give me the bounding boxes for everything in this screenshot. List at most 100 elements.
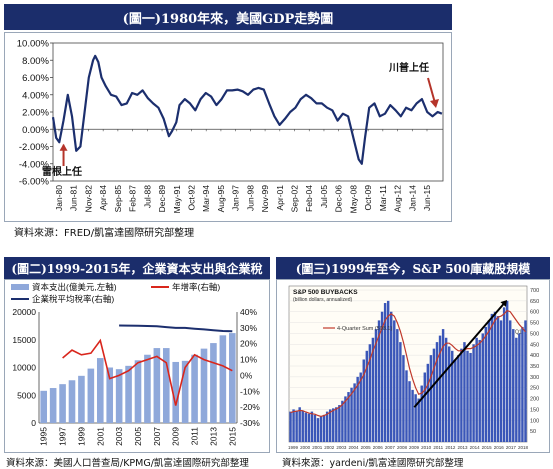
buyback-bar (521, 326, 524, 442)
y-tick-label: 250 (530, 386, 539, 392)
buyback-bar (347, 392, 350, 442)
gdp-line-chart: 10.00% 8.00% 6.00% 4.00% 2.00% 0.00% -2.00% -4.… (17, 39, 444, 214)
x-tick-label: 2018 (518, 445, 529, 450)
y-right-tick-label: 0% (240, 370, 253, 380)
x-tick-label: 2008 (397, 445, 408, 450)
buyback-bar (457, 355, 460, 442)
chart1-panel: 10.00% 8.00% 6.00% 4.00% 2.00% 0.00% -2.00% -4.… (4, 32, 452, 222)
buyback-bar (499, 320, 503, 442)
buyback-bar (508, 320, 512, 442)
x-tick-label: 2017 (506, 445, 517, 450)
y-right-tick-label: -20% (240, 402, 260, 412)
x-tick-label: 2013 (208, 427, 218, 446)
buyback-bar (301, 410, 304, 442)
y-left-tick-label: 10000 (12, 363, 36, 373)
buyback-bar (292, 409, 295, 442)
x-tick-label: Jan-14 (407, 185, 417, 211)
buyback-bar (441, 329, 445, 442)
buyback-bar (481, 333, 484, 442)
y-tick-label: 700 (530, 288, 539, 294)
y-tick-label: 200 (530, 397, 539, 403)
x-tick-label: 2014 (470, 445, 481, 450)
chart3-title: (圖三)1999年至今，S&P 500庫藏股規模 (276, 257, 550, 279)
buyback-bar (350, 387, 353, 442)
y-tick-label: 2.00% (22, 108, 49, 119)
x-tick-label: 1999 (76, 427, 86, 446)
buyback-bar (310, 411, 314, 442)
x-tick-label: Mar-94 (201, 185, 211, 212)
legend-label-taxrate: 企業稅平均稅率(右軸) (32, 294, 114, 304)
y-tick-label: 150 (530, 407, 539, 413)
y-tick-label: -6.00% (19, 177, 50, 188)
capex-bar (219, 335, 227, 423)
x-tick-label: 2002 (324, 445, 335, 450)
x-tick-label: Jul-88 (142, 185, 152, 208)
x-tick-label: 2016 (494, 445, 505, 450)
y-tick-label: -2.00% (19, 142, 50, 153)
capex-bar (228, 333, 236, 423)
buyback-bar (472, 344, 475, 442)
buyback-bar (515, 337, 518, 442)
capex-bar (78, 375, 85, 423)
buyback-bar (338, 405, 341, 442)
annotation-reagan-arrowhead (59, 143, 68, 151)
capex-bar (191, 354, 198, 423)
chart3-panel: 700 650 600 550 500 450 400 350 300 250 200 150 100 5… (276, 279, 550, 453)
chart2-title: (圖二)1999-2015年，企業資本支出與企業稅 (4, 257, 270, 279)
chart2-panel: 資本支出(億美元,左軸) 年增率(右軸) 企業稅平均稅率(右軸) 20000 15000… (4, 279, 270, 453)
y-right-tick-label: 30% (240, 323, 257, 333)
y-tick-label: 0.00% (22, 125, 49, 136)
y-right-tick-label: -30% (240, 418, 260, 428)
x-tick-label: 2011 (433, 445, 443, 450)
buyback-bar (365, 350, 369, 442)
buyback-bar (490, 313, 494, 442)
buyback-bar (356, 376, 359, 442)
buyback-bar (383, 303, 387, 442)
capex-bar (210, 343, 217, 423)
legend-label-growth: 年增率(右軸) (172, 282, 220, 292)
buyback-bar (362, 359, 365, 442)
x-tick-label: Aug-12 (393, 185, 403, 213)
buyback-bar (325, 411, 329, 442)
buyback-bar (423, 372, 427, 442)
buyback-bar (454, 359, 457, 442)
buyback-bar (505, 300, 509, 442)
y-tick-label: 100 (530, 418, 539, 424)
buyback-bar (335, 407, 338, 442)
x-tick-label: Sep-85 (113, 185, 123, 213)
buyback-bar (396, 329, 399, 442)
buyback-bar (304, 412, 308, 442)
x-tick-label: 2001 (95, 427, 105, 446)
y-right-tick-label: 40% (240, 307, 257, 317)
y-right-tick-label: 20% (240, 339, 257, 349)
capex-bar (144, 354, 151, 423)
legend-swatch-capex (11, 284, 29, 290)
x-tick-label: May-91 (172, 185, 182, 214)
capex-bar (40, 390, 48, 423)
plot-frame (52, 42, 444, 182)
capex-bar (125, 365, 132, 423)
x-tick-label: Oct-09 (363, 185, 373, 211)
x-tick-label: Jul-05 (319, 185, 329, 208)
buyback-bar (469, 352, 472, 442)
inner-title: S&P 500 BUYBACKS (293, 289, 358, 296)
x-tick-label: 2001 (312, 445, 323, 450)
y-tick-label: 400 (530, 353, 539, 359)
x-tick-label: 2006 (373, 445, 384, 450)
y-tick-label: 50 (530, 429, 536, 435)
x-tick-label: Oct-92 (186, 185, 196, 211)
capex-tax-chart: 資本支出(億美元,左軸) 年增率(右軸) 企業稅平均稅率(右軸) 20000 15000… (11, 282, 260, 446)
y-left-tick-label: 20000 (12, 307, 36, 317)
y-tick-label: 600 (530, 310, 539, 316)
x-tick-label: Sep-02 (290, 185, 300, 213)
legend-label-capex: 資本支出(億美元,左軸) (32, 282, 117, 292)
buyback-bar (319, 415, 323, 442)
y-tick-label: 550 (530, 321, 539, 327)
capex-bar (162, 348, 170, 423)
x-tick-label: 2010 (421, 445, 432, 450)
buyback-bar (447, 346, 451, 442)
buyback-bar (475, 337, 478, 442)
x-tick-label: Jun-98 (245, 185, 255, 211)
y-tick-label: 650 (530, 299, 539, 305)
buyback-bar (328, 409, 332, 442)
